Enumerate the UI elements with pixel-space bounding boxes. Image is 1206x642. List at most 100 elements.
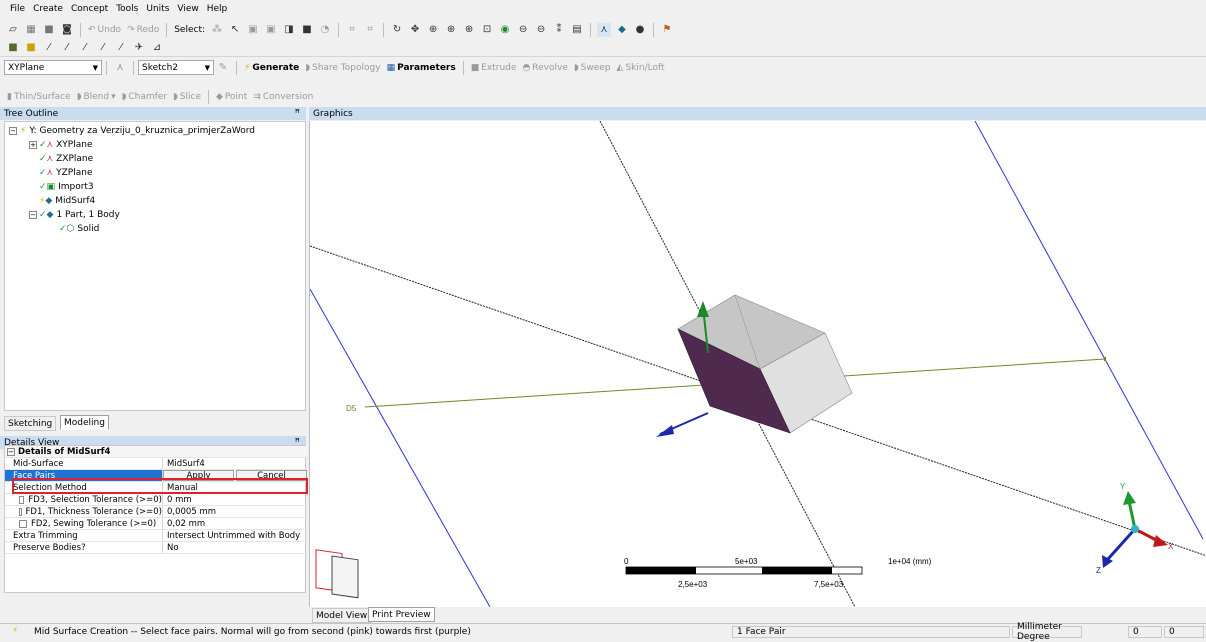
model-canvas[interactable]: D5 0 5e+03 1e+04 (mm) 2,5e+03 7,5e+03 — [310, 121, 1206, 607]
rotate-icon[interactable]: ↻ — [392, 24, 402, 35]
tree-item-yzplane[interactable]: ✓ ⋏ YZPlane — [39, 166, 93, 180]
selected-purple-face[interactable] — [677, 328, 791, 434]
details-value[interactable]: MidSurf4 — [167, 458, 205, 469]
tab-sketching[interactable]: Sketching — [4, 416, 57, 431]
status-units[interactable]: Millimeter Degree — [1012, 622, 1082, 642]
display-plane-icon[interactable]: ▤ — [572, 24, 582, 35]
zoom-box-icon[interactable]: ⊕ — [446, 24, 456, 35]
pin-icon[interactable]: ꟸ — [294, 108, 300, 119]
tree-item-midsurf4[interactable]: ⚡ ◆ MidSurf4 — [39, 194, 95, 208]
chamfer-button[interactable]: ◗ Chamfer — [119, 92, 170, 102]
menu-concept[interactable]: Concept — [70, 4, 109, 14]
axis-triad[interactable]: Y X Z — [1096, 482, 1174, 575]
tree-item-import3[interactable]: ✓ ▣ Import3 — [39, 180, 94, 194]
previous-view-icon[interactable]: ⊖ — [518, 24, 528, 35]
sweep-button[interactable]: ◗ Sweep — [571, 63, 614, 73]
new-sketch-icon[interactable]: ✎ — [218, 61, 228, 73]
select-mode-icon[interactable]: ↖ — [230, 24, 240, 35]
view-thumbnail-gray[interactable] — [331, 555, 359, 599]
tree-item-solid[interactable]: ✓ ⬡ Solid — [59, 222, 99, 236]
details-value[interactable]: Manual — [167, 482, 198, 493]
save-icon[interactable]: ■ — [44, 24, 54, 35]
dimension-label[interactable]: D5 — [346, 404, 357, 413]
open-icon[interactable]: ▦ — [26, 24, 36, 35]
edge-select-icon[interactable]: ⁄ — [102, 42, 104, 53]
conversion-button[interactable]: ⇉ Conversion — [250, 92, 316, 102]
collapse-icon[interactable]: − — [9, 127, 17, 135]
skinloft-button[interactable]: ◭ Skin/Loft — [614, 63, 668, 73]
details-value[interactable]: 0,0005 mm — [167, 506, 217, 517]
collapse-icon[interactable]: − — [7, 447, 15, 456]
apply-button[interactable]: Apply — [163, 470, 234, 481]
thin-surface-button[interactable]: ▮ Thin/Surface — [4, 92, 74, 102]
zoom-icon[interactable]: ⊕ — [428, 24, 438, 35]
edge-select-icon[interactable]: ⁄ — [48, 42, 50, 53]
point-button[interactable]: ◆ Point — [213, 92, 250, 102]
tree-item-xyplane[interactable]: + ✓ ⋏ XYPlane — [29, 138, 93, 152]
details-row-extra-trimming[interactable]: Extra Trimming Intersect Untrimmed with … — [5, 530, 307, 542]
next-view-icon[interactable]: ⊖ — [536, 24, 546, 35]
face-color-icon[interactable]: ■ — [8, 42, 18, 53]
plane-dropdown[interactable]: XYPlane ▼ — [4, 60, 102, 75]
menu-file[interactable]: File — [10, 4, 26, 14]
display-point-icon[interactable]: ● — [635, 24, 645, 35]
screenshot-icon[interactable]: ◙ — [62, 24, 72, 35]
tree-item-part[interactable]: − ✓ ◆ 1 Part, 1 Body — [29, 208, 120, 222]
iso-view-icon[interactable]: ⁑ — [556, 24, 562, 35]
edge-color-icon[interactable]: ■ — [26, 42, 36, 53]
details-row-fd2[interactable]: FD2, Sewing Tolerance (>=0) 0,02 mm — [5, 518, 307, 530]
tab-modeling[interactable]: Modeling — [60, 415, 109, 430]
tree-root[interactable]: − ⚡ Y: Geometry za Verziju_0_kruznica_pr… — [9, 124, 255, 138]
look-at-icon[interactable]: ⚑ — [662, 24, 672, 35]
details-row-preserve-bodies[interactable]: Preserve Bodies? No — [5, 542, 307, 554]
details-row-fd3[interactable]: FD3, Selection Tolerance (>=0) 0 mm — [5, 494, 307, 506]
details-row-mid-surface[interactable]: Mid-Surface MidSurf4 — [5, 458, 307, 470]
pin-icon[interactable]: ꟸ — [294, 437, 300, 448]
details-value[interactable]: 0,02 mm — [167, 518, 206, 529]
tree-item-zxplane[interactable]: ✓ ⋏ ZXPlane — [39, 152, 93, 166]
parameter-checkbox[interactable] — [19, 495, 25, 504]
box-select-icon[interactable]: ⌗ — [367, 24, 373, 35]
pin-icon[interactable]: ✈ — [134, 42, 144, 53]
menu-view[interactable]: View — [177, 4, 199, 14]
undo-button[interactable]: ↶ Undo — [85, 25, 124, 35]
sketch-dropdown[interactable]: Sketch2 ▼ — [138, 60, 214, 75]
filter-face-icon[interactable]: ◨ — [284, 24, 294, 35]
edge-select-icon[interactable]: ⁄ — [66, 42, 68, 53]
revolve-button[interactable]: ◓ Revolve — [519, 63, 570, 73]
details-value[interactable]: Intersect Untrimmed with Body — [167, 530, 301, 541]
extrude-button[interactable]: ■ Extrude — [468, 63, 520, 73]
edge-select-icon[interactable]: ⁄ — [84, 42, 86, 53]
pan-icon[interactable]: ✥ — [410, 24, 420, 35]
parameter-checkbox[interactable] — [19, 519, 27, 528]
parameters-button[interactable]: ▦ Parameters — [384, 63, 459, 73]
redo-button[interactable]: ↷ Redo — [124, 25, 162, 35]
menu-create[interactable]: Create — [33, 4, 63, 14]
zoom-extent-icon[interactable]: ⊡ — [482, 24, 492, 35]
menu-units[interactable]: Units — [146, 4, 170, 14]
menu-help[interactable]: Help — [206, 4, 228, 14]
generate-button[interactable]: ⚡ Generate — [241, 63, 302, 73]
extend-icon[interactable]: ◔ — [320, 24, 330, 35]
new-icon[interactable]: ▱ — [9, 24, 17, 35]
cancel-button[interactable]: Cancel — [236, 470, 307, 481]
select-point-icon[interactable]: ⁂ — [212, 24, 223, 35]
tab-print-preview[interactable]: Print Preview — [368, 607, 435, 622]
magnify-icon[interactable]: ◉ — [500, 24, 510, 35]
zoom-fit-icon[interactable]: ⊕ — [464, 24, 474, 35]
details-group-header[interactable]: − Details of MidSurf4 — [5, 446, 307, 458]
box-select-icon[interactable]: ⌗ — [349, 24, 355, 35]
slice-button[interactable]: ◗ Slice — [170, 92, 204, 102]
collapse-icon[interactable]: − — [29, 211, 37, 219]
flag-icon[interactable]: ⊿ — [152, 42, 162, 53]
details-value[interactable]: 0 mm — [167, 494, 192, 505]
parameter-checkbox[interactable] — [19, 507, 22, 516]
tab-model-view[interactable]: Model View — [312, 608, 372, 623]
details-value[interactable]: No — [167, 542, 179, 553]
details-row-face-pairs[interactable]: Face Pairs Apply Cancel — [5, 470, 307, 482]
menu-tools[interactable]: Tools — [116, 4, 139, 14]
blend-button[interactable]: ◗ Blend ▾ — [74, 92, 119, 102]
expand-icon[interactable]: + — [29, 141, 37, 149]
display-model-icon[interactable]: ◆ — [618, 24, 626, 35]
filter-body-icon[interactable]: ■ — [302, 24, 312, 35]
